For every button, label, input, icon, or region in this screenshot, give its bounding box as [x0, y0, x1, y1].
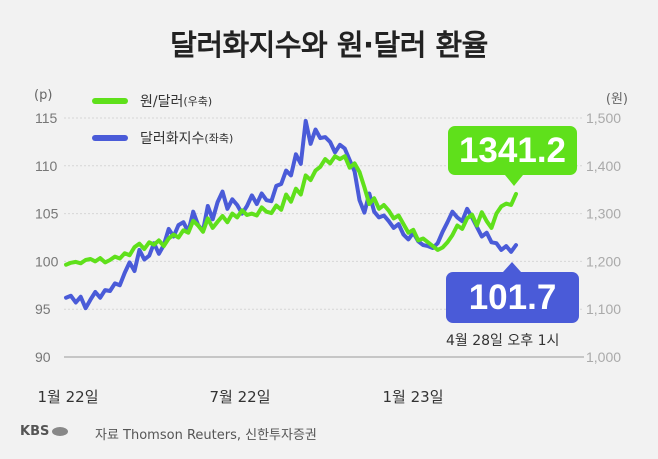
legend-label-krw: 원/달러: [140, 94, 184, 110]
right-tick-label: 1,400: [586, 158, 621, 174]
x-tick-label: 7월 22일: [210, 388, 271, 406]
left-axis-unit: (p): [34, 88, 53, 103]
right-tick-label: 1,300: [586, 206, 621, 222]
right-tick-label: 1,500: [586, 110, 621, 126]
dxy-value-callout: 101.7: [446, 272, 579, 323]
dxy-series-line: [64, 118, 518, 311]
legend-swatch-dxy: [92, 135, 128, 141]
right-tick-label: 1,200: [586, 253, 621, 269]
right-axis-unit: (원): [605, 92, 628, 107]
right-tick-label: 1,000: [586, 349, 621, 365]
legend-item-dxy: 달러화지수 (좌축): [92, 128, 233, 148]
krw-value-callout: 1341.2: [448, 126, 577, 175]
left-tick-label: 100: [35, 253, 59, 269]
kbs-logo-icon: [52, 427, 69, 436]
as-of-timestamp: 4월 28일 오후 1시: [446, 333, 560, 349]
left-tick-label: 95: [35, 301, 51, 317]
axis-tick-labels: 90 95 100 105 110 115 1,000 1,100 1,200 1,300 1,40…: [35, 110, 621, 406]
left-tick-label: 110: [35, 158, 58, 174]
left-tick-label: 105: [35, 206, 59, 222]
legend-sub-krw: (우축): [183, 95, 213, 108]
legend-sub-dxy: (좌축): [204, 132, 234, 145]
right-tick-label: 1,100: [586, 301, 621, 317]
source-note: 자료 Thomson Reuters, 신한투자증권: [95, 428, 317, 443]
krw-callout-pointer: [505, 175, 523, 186]
kbs-logo-text: KBS: [20, 424, 50, 439]
series-layer: [64, 118, 518, 311]
chart-title: 달러화지수와 원·달러 환율: [170, 28, 488, 62]
kbs-logo: KBS: [20, 424, 69, 439]
legend-item-krw: 원/달러 (우축): [92, 91, 212, 111]
krw-series-line: [64, 154, 518, 267]
x-tick-label: 1월 23일: [383, 388, 444, 406]
x-tick-label: 1월 22일: [38, 388, 99, 406]
left-tick-label: 115: [35, 110, 58, 126]
dxy-callout-pointer: [503, 262, 521, 272]
legend-label-dxy: 달러화지수: [140, 131, 205, 147]
legend-swatch-krw: [92, 98, 128, 104]
left-tick-label: 90: [35, 349, 51, 365]
